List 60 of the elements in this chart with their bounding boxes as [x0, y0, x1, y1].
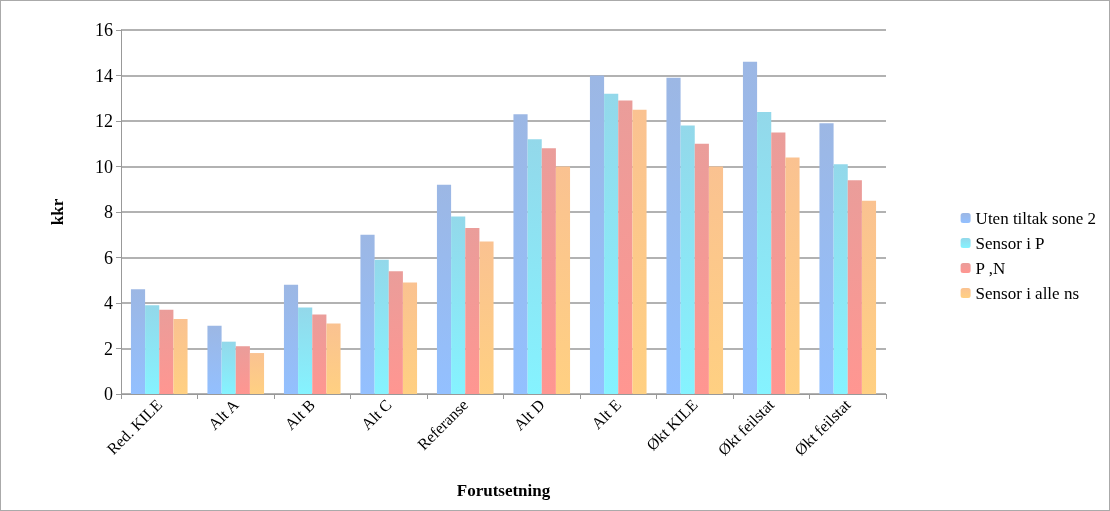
x-tick-label: Alt E — [588, 395, 625, 433]
bar — [618, 100, 633, 394]
y-tick-label: 16 — [95, 20, 113, 40]
bar — [757, 111, 772, 394]
bar — [771, 132, 786, 394]
y-tick-label: 12 — [95, 111, 113, 131]
x-tick-label: Alt A — [204, 395, 243, 433]
bar — [451, 216, 466, 394]
bar — [402, 282, 418, 394]
bar — [465, 227, 480, 394]
bar — [666, 77, 681, 394]
bar — [249, 353, 265, 394]
bar — [819, 123, 834, 394]
bar — [374, 259, 389, 394]
bar — [555, 166, 571, 394]
bar — [833, 164, 848, 394]
bar — [527, 139, 542, 394]
y-tick-label: 10 — [95, 156, 113, 177]
x-tick-label: Alt D — [510, 395, 548, 434]
legend-label: P ,N — [975, 258, 1006, 278]
bar — [235, 346, 250, 394]
bar — [298, 307, 313, 394]
bar — [312, 314, 327, 394]
bar — [388, 271, 403, 394]
bar — [513, 114, 528, 394]
bar — [221, 341, 236, 394]
y-tick-label: 14 — [95, 65, 113, 86]
bar — [159, 309, 174, 394]
bar — [589, 75, 605, 394]
legend-label: Sensor i P — [975, 233, 1045, 253]
bar — [680, 125, 695, 394]
bar — [632, 109, 647, 394]
y-tick-label: 0 — [104, 384, 113, 404]
bar — [541, 148, 556, 394]
x-tick-label: Alt B — [281, 395, 319, 433]
bar — [326, 323, 341, 394]
bar — [785, 157, 800, 394]
bar — [207, 325, 222, 394]
legend-label: Uten tiltak sone 2 — [975, 208, 1097, 228]
bar — [742, 61, 758, 394]
bar — [360, 234, 375, 394]
bar — [173, 318, 188, 394]
bar — [283, 284, 299, 394]
bar — [694, 143, 709, 394]
bar — [847, 180, 862, 394]
y-tick-label: 2 — [104, 338, 113, 359]
bar — [604, 93, 619, 394]
x-tick-label: Alt C — [357, 395, 395, 433]
bar — [436, 184, 452, 394]
bar — [145, 305, 160, 394]
x-axis-title: Forutsetning — [456, 481, 551, 500]
legend-label: Sensor i alle ns — [975, 283, 1080, 303]
y-tick-label: 8 — [104, 202, 113, 222]
y-tick-label: 4 — [104, 293, 113, 313]
y-tick-label: 6 — [104, 247, 113, 268]
bar — [479, 241, 494, 394]
bar — [130, 289, 146, 394]
bar — [708, 166, 724, 394]
y-axis-title: kkr — [48, 198, 67, 226]
bar — [861, 200, 877, 394]
